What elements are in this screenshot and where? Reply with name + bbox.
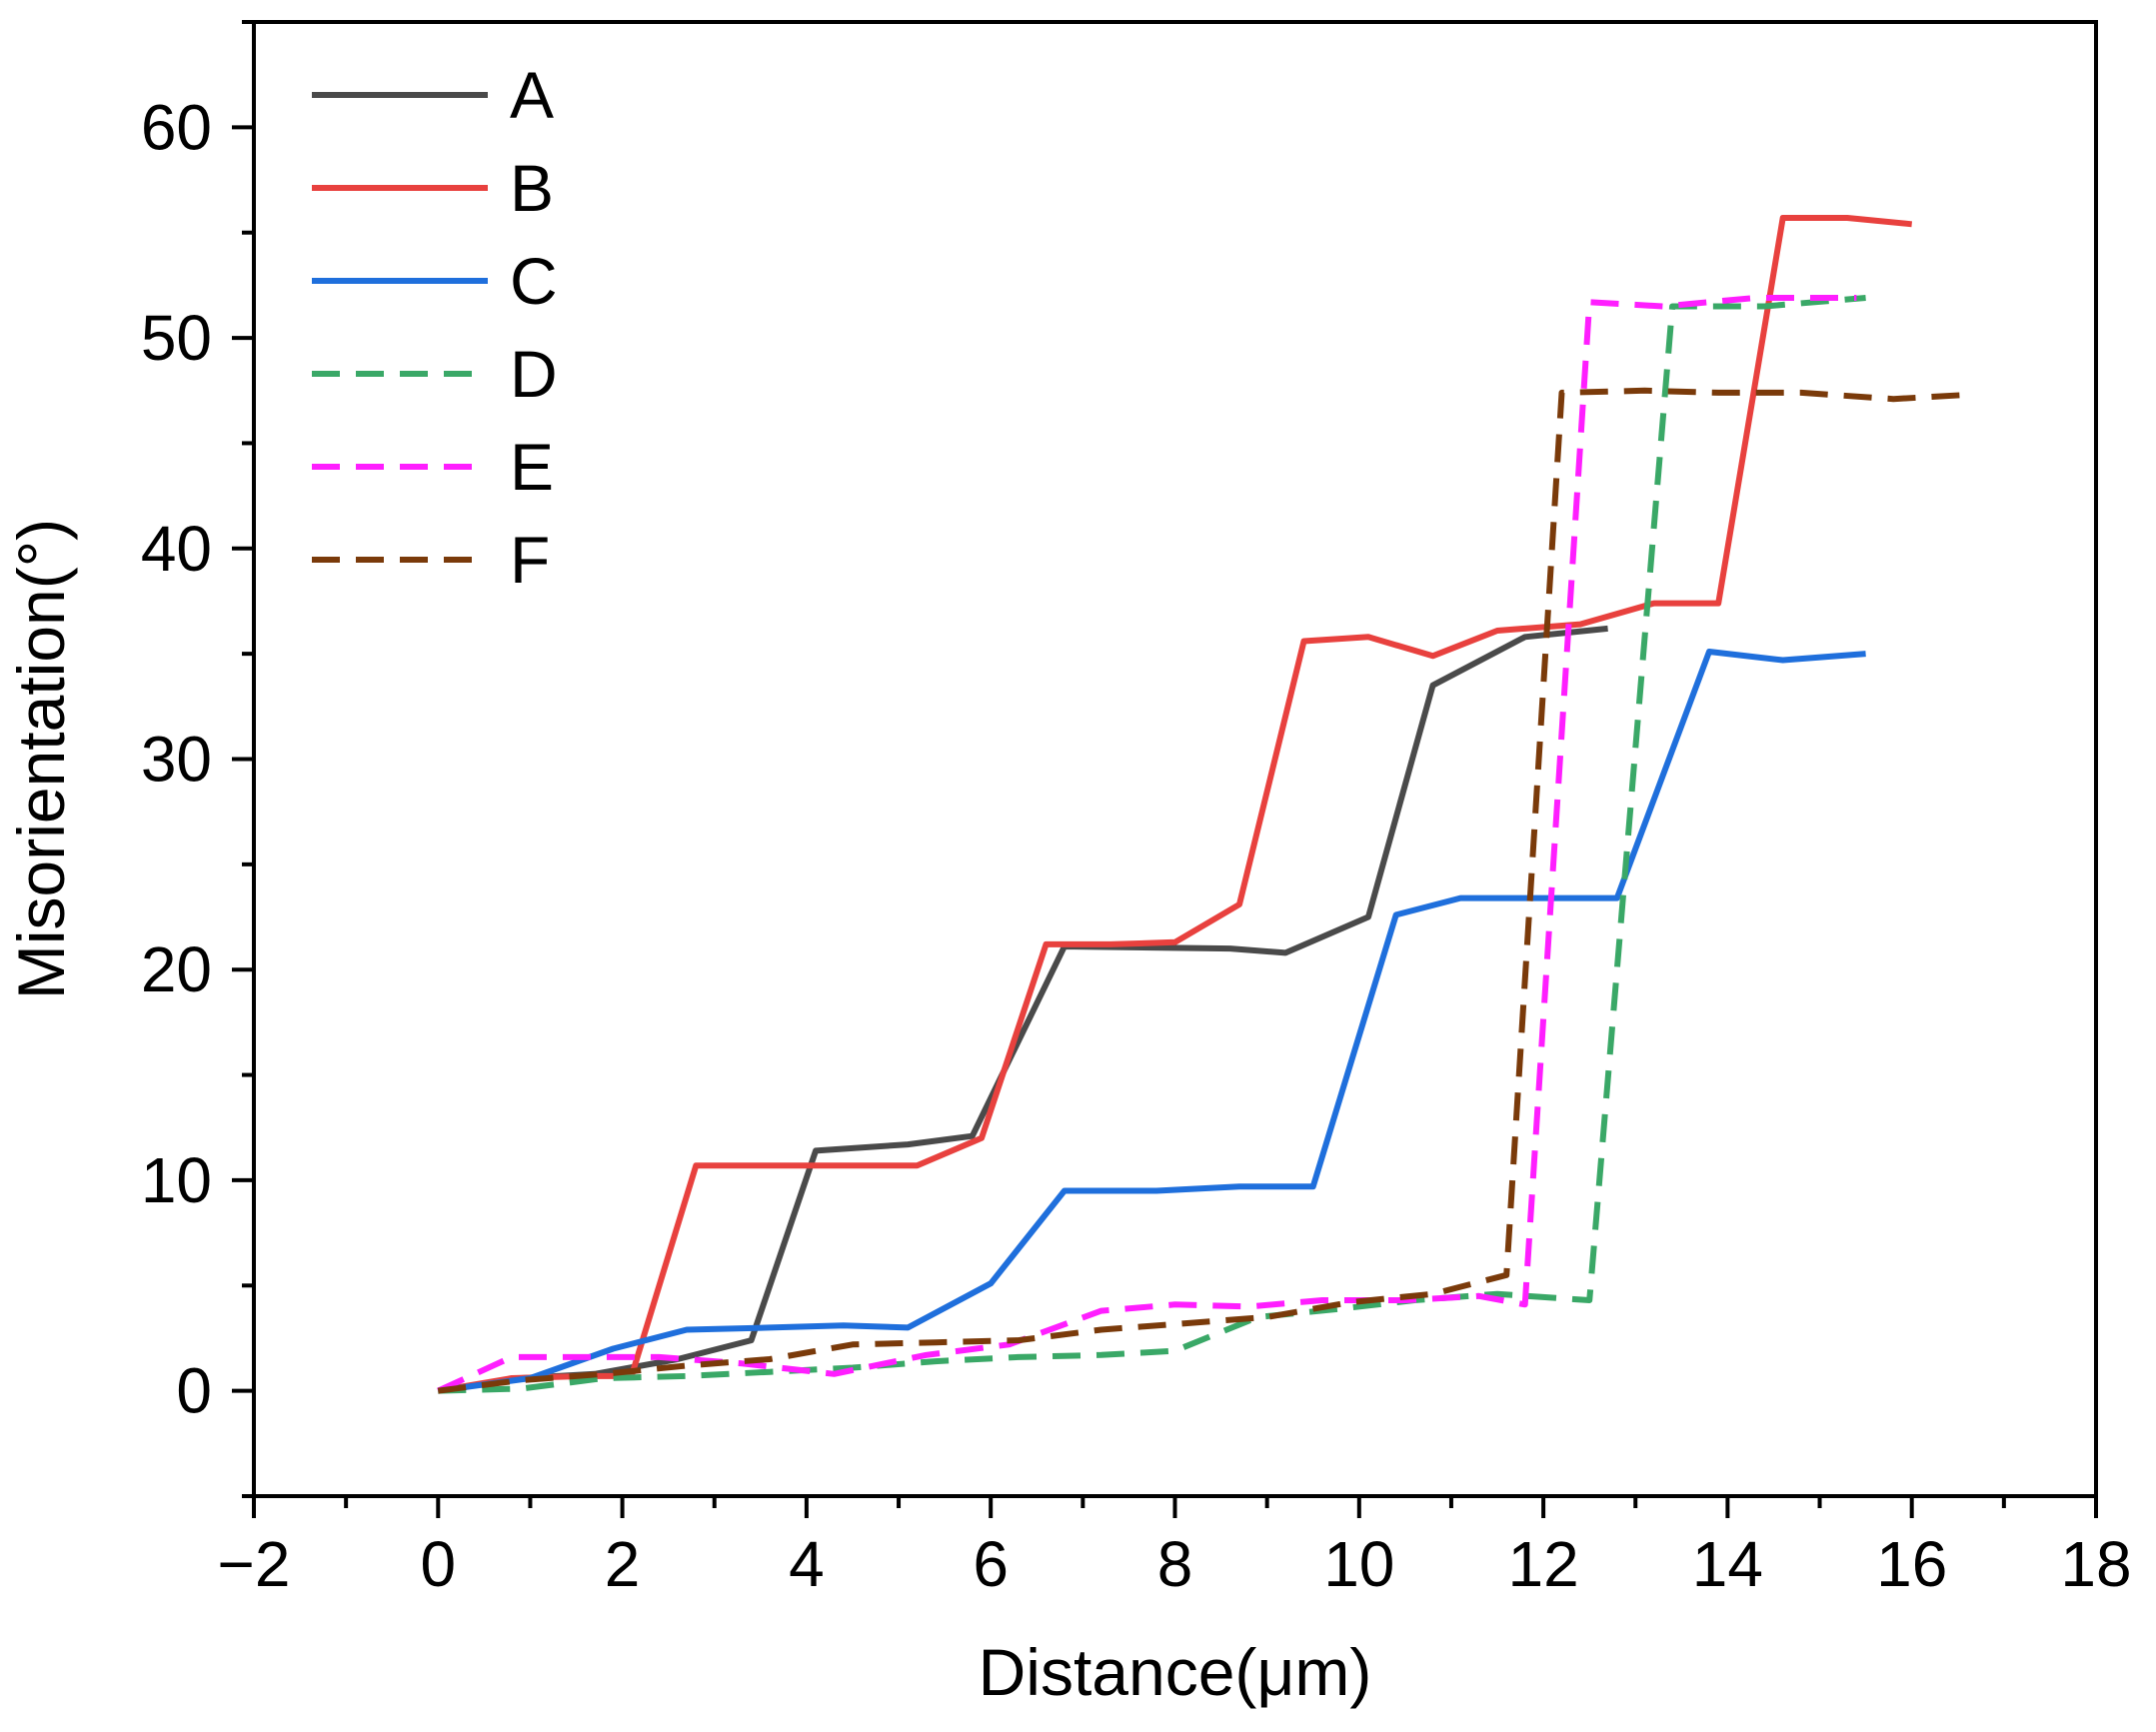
axes-layer: −2 0 2 4 6 8 10 12 14 16 18 0 10 20 30 40 50 60 — [141, 20, 2132, 1600]
y-axis-label: Misorientation(°) — [4, 519, 78, 999]
legend-label-a: A — [510, 58, 554, 132]
series-layer — [437, 215, 1968, 1394]
legend-label-e: E — [510, 430, 554, 504]
x-tick-label: 14 — [1692, 1528, 1763, 1600]
x-tick-label: 0 — [421, 1528, 457, 1600]
x-tick-label: 2 — [605, 1528, 641, 1600]
x-axis-label: Distance(μm) — [979, 1635, 1372, 1709]
x-tick-label: −2 — [218, 1528, 291, 1600]
legend-label-c: C — [510, 244, 558, 318]
x-tick-label: 12 — [1508, 1528, 1579, 1600]
x-tick-label: 8 — [1157, 1528, 1193, 1600]
y-tick-label: 30 — [141, 724, 212, 796]
y-tick-label: 50 — [141, 302, 212, 374]
series-line-a — [437, 625, 1608, 1394]
y-tick-label: 0 — [176, 1355, 212, 1427]
y-tick-label: 10 — [141, 1144, 212, 1216]
x-tick-label: 18 — [2060, 1528, 2131, 1600]
x-tick-label: 6 — [973, 1528, 1009, 1600]
y-tick-label: 20 — [141, 933, 212, 1005]
y-tick-label: 40 — [141, 513, 212, 585]
legend-label-f: F — [510, 523, 550, 597]
legend-label-b: B — [510, 151, 554, 225]
series-line-b — [437, 215, 1912, 1394]
x-tick-label: 10 — [1323, 1528, 1394, 1600]
x-tick-label: 16 — [1876, 1528, 1947, 1600]
y-tick-label: 60 — [141, 91, 212, 163]
series-line-c — [437, 649, 1866, 1394]
series-line-d — [438, 295, 1866, 1394]
x-tick-label: 4 — [789, 1528, 825, 1600]
legend-label-d: D — [510, 337, 558, 411]
series-line-e — [437, 295, 1857, 1394]
